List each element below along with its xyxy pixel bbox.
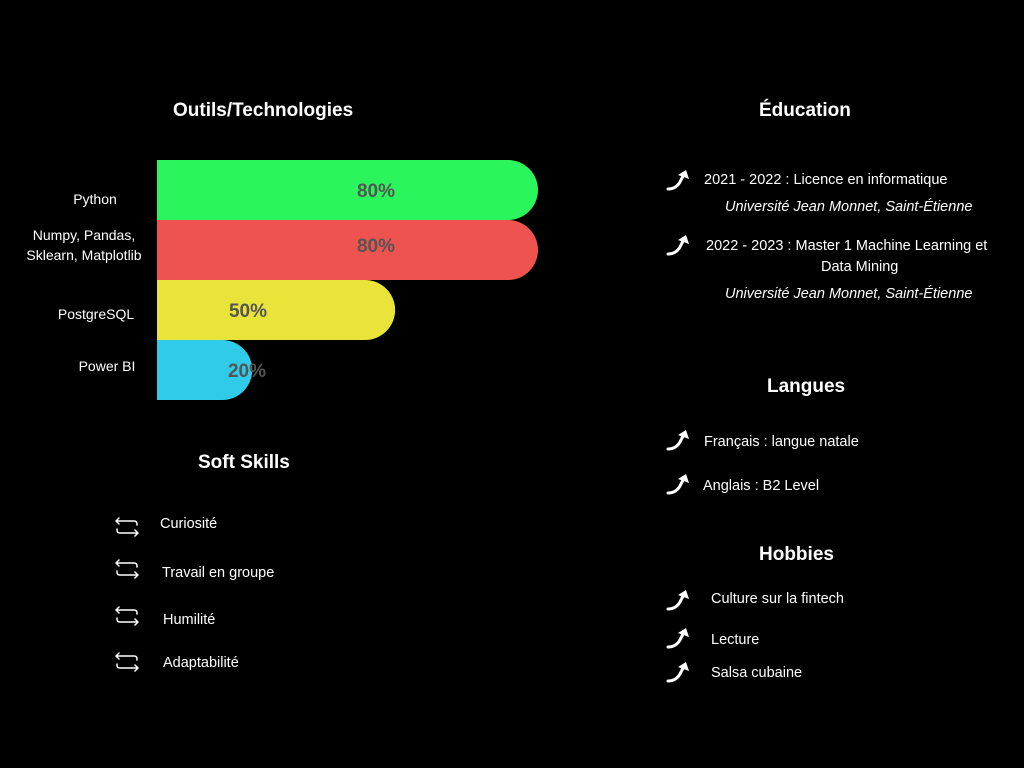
curved-arrow-icon xyxy=(666,233,694,257)
bar-category-python: Python xyxy=(73,191,117,207)
language-item: Anglais : B2 Level xyxy=(703,478,820,494)
education-item-institution: Université Jean Monnet, Saint-Étienne xyxy=(725,199,973,215)
education-item-title: 2021 - 2022 : Licence en informatique xyxy=(704,172,948,188)
education-item-title-cont: Data Mining xyxy=(821,259,899,275)
bar-python xyxy=(157,160,538,220)
bar-python-libs xyxy=(157,220,538,280)
hobby-item: Culture sur la fintech xyxy=(711,591,844,607)
swap-arrows-icon xyxy=(114,604,140,628)
curved-arrow-icon xyxy=(666,588,694,612)
education-item-title: 2022 - 2023 : Master 1 Machine Learning … xyxy=(706,238,988,254)
bar-value-label: 80% xyxy=(357,236,395,257)
curved-arrow-icon xyxy=(666,626,694,650)
soft-skill-item: Curiosité xyxy=(160,516,218,532)
education-title: Éducation xyxy=(759,100,851,121)
hobby-item: Lecture xyxy=(711,632,760,648)
soft-skills-title: Soft Skills xyxy=(198,452,290,473)
swap-arrows-icon xyxy=(114,515,140,539)
swap-arrows-icon xyxy=(114,650,140,674)
curved-arrow-icon xyxy=(666,428,694,452)
soft-skill-item: Travail en groupe xyxy=(162,565,275,581)
soft-skill-item: Humilité xyxy=(163,612,216,628)
bar-category-powerbi: Power BI xyxy=(78,358,136,374)
curved-arrow-icon xyxy=(666,168,694,192)
bar-value-label: 20% xyxy=(228,361,266,382)
bar-powerbi xyxy=(157,340,253,400)
bar-postgresql xyxy=(157,280,396,340)
bar-category-postgresql: PostgreSQL xyxy=(57,306,135,322)
hobbies-title: Hobbies xyxy=(759,544,834,565)
bar-category-python-libs: Numpy, Pandas, Sklearn, Matplotlib xyxy=(26,227,142,263)
swap-arrows-icon xyxy=(114,557,140,581)
bar-value-label: 50% xyxy=(229,301,267,322)
bar-value-label: 80% xyxy=(357,181,395,202)
curved-arrow-icon xyxy=(666,472,694,496)
soft-skill-item: Adaptabilité xyxy=(163,655,239,671)
skills-title: Outils/Technologies xyxy=(173,100,354,121)
language-item: Français : langue natale xyxy=(704,434,859,450)
languages-title: Langues xyxy=(767,376,846,397)
education-item-institution: Université Jean Monnet, Saint-Étienne xyxy=(725,286,973,302)
hobby-item: Salsa cubaine xyxy=(711,665,803,681)
curved-arrow-icon xyxy=(666,660,694,684)
